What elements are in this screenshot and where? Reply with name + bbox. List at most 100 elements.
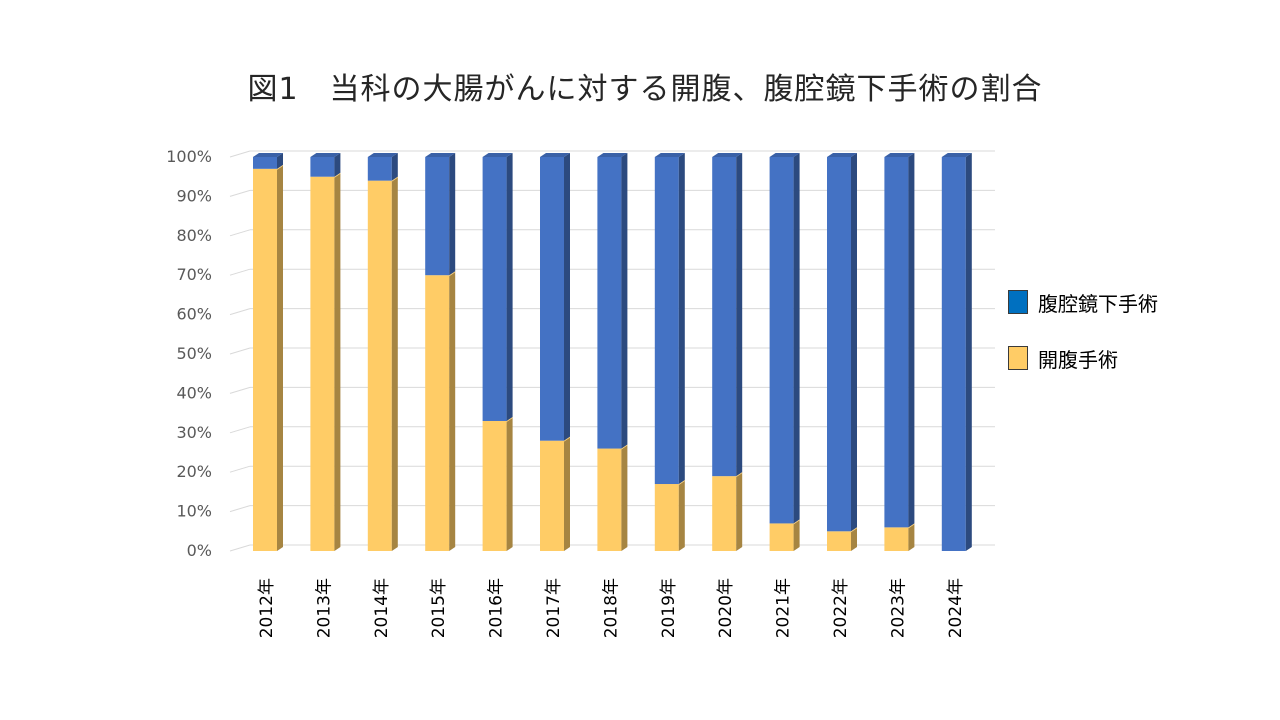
bar-top [769, 153, 800, 157]
bar-segment [597, 157, 622, 449]
x-axis: 2012年 2013年 2014年 2015年 2016年 2017年 2018年 2019年… [257, 578, 966, 638]
bar-seam [736, 472, 743, 478]
gridline-depth [229, 426, 251, 434]
bar-segment [367, 157, 392, 181]
legend-swatch-laparoscopic [1008, 290, 1028, 314]
gridline-depth [229, 347, 251, 355]
bar-side [391, 176, 398, 551]
bar-segment [540, 157, 564, 441]
x-tick-label: 2016年 [487, 578, 507, 638]
y-axis: 0% 10% 20% 30% 40% 50% 60% 70% 80% 90% 100% [166, 147, 212, 560]
bar-side [908, 523, 915, 551]
y-tick-label: 80% [176, 226, 212, 245]
bar-seam [391, 176, 398, 182]
y-tick-label: 0% [187, 541, 212, 560]
gridline-depth [229, 465, 251, 473]
bar-top [367, 153, 398, 157]
bar-top [654, 153, 685, 157]
bar-side [851, 153, 857, 532]
bar-side [277, 164, 283, 551]
bar-segment [654, 484, 679, 551]
bar-side [965, 153, 972, 551]
y-tick-label: 50% [176, 344, 212, 363]
bar-segment [827, 157, 851, 532]
legend-label-laparoscopic: 腹腔鏡下手術 [1038, 291, 1158, 316]
bar-seam [678, 480, 685, 486]
bar-side [908, 153, 915, 528]
bar-segment [654, 157, 679, 485]
bar-side [793, 153, 800, 524]
bar-segment [712, 476, 737, 551]
bar-side [736, 472, 743, 551]
bar-side [334, 172, 341, 551]
bar-segment [884, 157, 909, 528]
x-tick-label: 2013年 [314, 578, 334, 638]
gridline-depth [229, 229, 251, 237]
bar-segment [367, 180, 392, 551]
bar-segment [253, 168, 277, 551]
bar-segment [425, 157, 450, 276]
y-tick-label: 100% [166, 147, 212, 166]
bar-top [884, 153, 915, 157]
bar-side [334, 153, 341, 177]
bar-seam [851, 527, 857, 533]
bar-side [678, 480, 685, 551]
x-tick-label: 2018年 [601, 578, 621, 638]
bar-seam [506, 416, 513, 422]
bar-top [827, 153, 857, 157]
bar-side [564, 436, 570, 551]
chart-title: 図1 当科の大腸がんに対する開腹、腹腔鏡下手術の割合 [247, 72, 1043, 107]
bar-segment [769, 157, 794, 524]
bar-seam [621, 444, 628, 450]
gridline-depth [229, 505, 251, 513]
gridline-depth [229, 189, 251, 197]
bar-seam [449, 271, 456, 277]
bar-side [277, 153, 283, 169]
bar-segment [941, 157, 966, 551]
bar-segment [884, 527, 909, 551]
bar-top [941, 153, 972, 157]
bar-side [391, 153, 398, 181]
bar-seam [564, 436, 570, 442]
bar-seam [908, 523, 915, 529]
x-tick-label: 2019年 [659, 578, 679, 638]
bar-segment [712, 157, 737, 477]
gridline-depth [229, 386, 251, 394]
x-tick-label: 2015年 [429, 578, 449, 638]
bar-seam [793, 519, 800, 525]
bar-top [310, 153, 341, 157]
bar-side [621, 153, 628, 449]
x-tick-label: 2014年 [372, 578, 392, 638]
gridline-depth [229, 150, 251, 158]
x-tick-label: 2024年 [946, 578, 966, 638]
bar-top [425, 153, 456, 157]
bar-top [540, 153, 570, 157]
bar-top [253, 153, 283, 157]
x-tick-label: 2017年 [544, 578, 564, 638]
gridline-depth [229, 308, 251, 316]
bar-top [482, 153, 513, 157]
y-tick-label: 90% [176, 186, 212, 205]
y-tick-label: 20% [176, 462, 212, 481]
gridline-depth [229, 544, 251, 552]
bar-side [506, 153, 513, 421]
bar-segment [425, 275, 450, 551]
bar-segment [253, 157, 277, 169]
bar-side [564, 153, 570, 441]
bar-segment [827, 531, 851, 551]
y-tick-label: 10% [176, 502, 212, 521]
bar-side [851, 527, 857, 551]
gridline-depth [229, 268, 251, 276]
bar-segment [769, 523, 794, 551]
y-tick-label: 40% [176, 383, 212, 402]
bar-segment [540, 440, 564, 551]
bar-top [597, 153, 628, 157]
bar-side [678, 153, 685, 485]
bar-side [736, 153, 743, 477]
bar-layer [253, 153, 972, 551]
bar-side [621, 444, 628, 551]
y-tick-label: 70% [176, 265, 212, 284]
x-tick-label: 2022年 [831, 578, 851, 638]
legend-swatch-open [1008, 346, 1028, 370]
